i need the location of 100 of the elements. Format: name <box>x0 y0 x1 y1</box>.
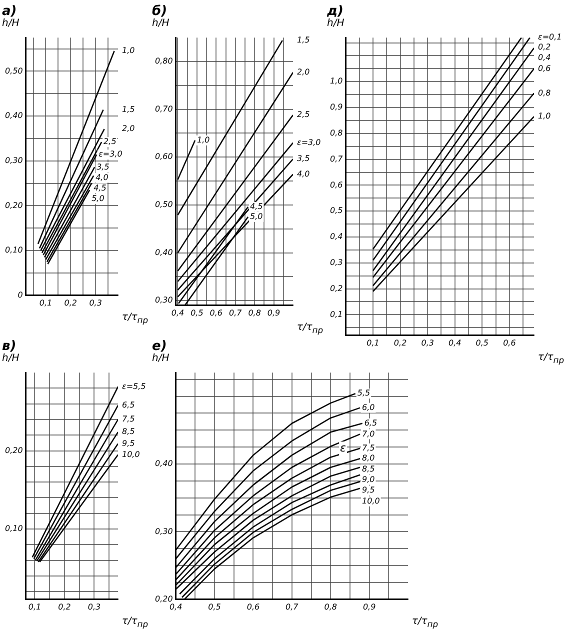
y-axis-title: h/H <box>327 18 344 29</box>
x-axis-title: τ/τ$_{пр}$ <box>122 616 148 629</box>
series-label: 5,5 <box>357 388 370 398</box>
x-tick-label: 0,2 <box>394 338 407 348</box>
chart-title: а) <box>2 4 17 20</box>
series-label: 3,5 <box>297 154 310 164</box>
series-label: 2,5 <box>104 137 116 146</box>
y-tick-label: 0,50 <box>155 200 173 210</box>
series-label: 2,0 <box>297 68 310 77</box>
x-axis-title: τ/τ$_{пр}$ <box>538 352 564 365</box>
y-tick-label: 0,20 <box>155 594 173 604</box>
y-tick-label: 0,30 <box>155 296 173 305</box>
series-label: 1,0 <box>122 46 135 56</box>
y-tick-label: 0,30 <box>5 156 23 165</box>
x-tick-label: 0,2 <box>64 298 78 308</box>
series-label: 3,5 <box>96 162 110 172</box>
x-axis-title: τ/τ$_{пр}$ <box>412 616 438 629</box>
x-tick-label: 0,9 <box>267 308 280 318</box>
y-tick-label: 0,20 <box>5 200 23 210</box>
y-tick-label: 0,7 <box>330 154 344 164</box>
y-tick-label: 0,10 <box>5 246 23 255</box>
y-tick-label: 0,5 <box>330 206 343 216</box>
chart-title: д) <box>326 4 344 20</box>
series-label: 1,0 <box>538 112 551 121</box>
y-tick-label: 0,3 <box>330 258 343 267</box>
x-tick-label: 0,7 <box>286 602 300 612</box>
x-tick-label: 0,3 <box>421 338 434 348</box>
series-label: 4,0 <box>96 172 108 182</box>
series-label: 0,2 <box>538 42 551 52</box>
series-label: 0,8 <box>538 88 551 98</box>
x-tick-label: 0,3 <box>88 602 101 612</box>
x-tick-label: 0,1 <box>39 298 52 308</box>
y-tick-label: 0 <box>18 290 23 300</box>
series-label: 7,5 <box>122 414 135 424</box>
y-tick-label: 0,8 <box>330 128 343 138</box>
chart-title: е) <box>152 339 167 354</box>
series-label: 5,0 <box>92 194 104 204</box>
x-tick-label: 0,1 <box>366 338 380 348</box>
x-tick-label: 0,2 <box>58 602 71 612</box>
series-label: 4,0 <box>297 169 310 178</box>
series-label: 8,0 <box>362 454 375 463</box>
y-tick-label: 0,50 <box>5 66 23 76</box>
x-tick-label: 0,4 <box>169 602 182 612</box>
y-tick-label: 0,30 <box>155 526 173 536</box>
series-label: 5,0 <box>250 212 263 222</box>
x-tick-label: 0,7 <box>229 308 243 318</box>
series-label: 4,5 <box>250 202 263 211</box>
series-label: 9,5 <box>122 438 135 448</box>
x-axis-title: τ/τ$_{пр}$ <box>296 322 323 335</box>
y-tick-label: 0,20 <box>5 446 23 455</box>
x-tick-label: 0,6 <box>503 338 516 348</box>
x-tick-label: 0,8 <box>248 308 261 318</box>
x-tick-label: 0,6 <box>246 602 260 612</box>
series-label: 9,5 <box>362 486 375 495</box>
y-axis-title: h/H <box>152 18 170 29</box>
series-label: 6,5 <box>122 400 135 410</box>
series-label: 7,5 <box>362 444 375 453</box>
series-label: 8,5 <box>362 464 375 474</box>
y-axis-title: h/H <box>2 18 20 29</box>
chart-title: б) <box>152 4 168 20</box>
series-label: 6,0 <box>362 402 375 412</box>
y-tick-label: 0,2 <box>330 284 343 293</box>
y-tick-label: 0,10 <box>5 524 23 534</box>
y-tick-label: 0,40 <box>155 459 173 468</box>
x-tick-label: 0,5 <box>208 602 221 612</box>
y-tick-label: 0,4 <box>330 232 343 242</box>
series-label: 4,5 <box>94 183 106 192</box>
series-label: 2,5 <box>297 110 310 120</box>
y-tick-label: 0,60 <box>155 152 173 162</box>
series-label: 10,0 <box>362 496 380 506</box>
x-axis-title: τ/τ$_{пр}$ <box>122 312 148 325</box>
series-label: 0,6 <box>538 64 551 73</box>
x-tick-label: 0,9 <box>362 602 376 612</box>
x-tick-label: 0,3 <box>89 298 102 308</box>
series-label: ε=5,5 <box>122 382 146 391</box>
series-label: 6,5 <box>364 418 378 428</box>
y-tick-label: 0,6 <box>330 180 343 190</box>
y-axis-title: h/H <box>152 353 170 364</box>
x-tick-label: 0,6 <box>210 308 223 318</box>
series-label: 7,0 <box>362 429 375 438</box>
series-label: 8,5 <box>122 427 135 436</box>
series-label: ε=3,0 <box>297 138 321 147</box>
x-tick-label: 0,4 <box>448 338 462 348</box>
x-tick-label: 0,5 <box>190 308 204 318</box>
text: 1,5 <box>122 104 135 114</box>
x-tick-label: 0,1 <box>28 602 42 612</box>
series-label: 1,5 <box>297 36 310 45</box>
series-label: 1,0 <box>197 135 210 144</box>
annotation: ε <box>340 441 346 454</box>
y-tick-label: 0,9 <box>330 102 343 112</box>
text: 2,0 <box>122 124 135 134</box>
y-tick-label: 0,70 <box>155 104 173 114</box>
series-label: 0,4 <box>538 53 551 62</box>
y-axis-title: h/H <box>2 353 20 364</box>
series-label: ε=3,0 <box>98 150 122 159</box>
series-label: 10,0 <box>122 450 140 459</box>
chart-title: в) <box>2 339 16 354</box>
series-label: 9,0 <box>362 474 375 484</box>
y-tick-label: 1,0 <box>330 76 343 86</box>
text: ε=0,1 <box>538 32 562 42</box>
